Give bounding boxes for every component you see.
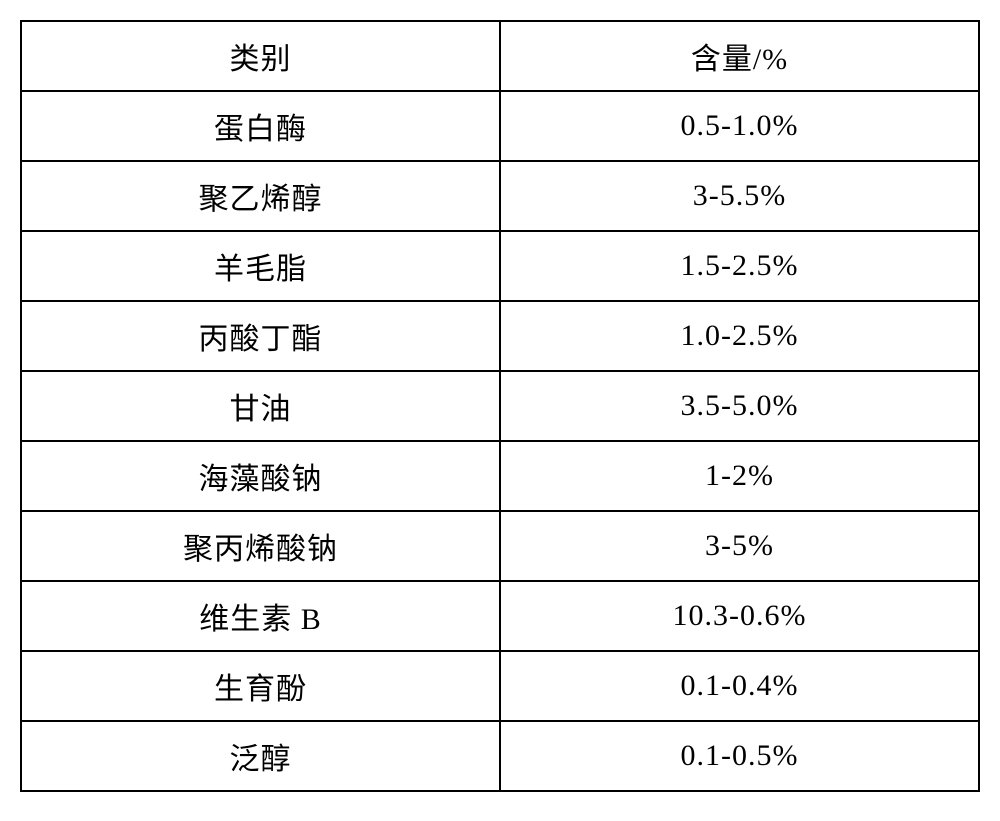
table-row: 聚乙烯醇 3-5.5% [21,161,979,231]
table-row: 海藻酸钠 1-2% [21,441,979,511]
cell-category: 泛醇 [21,721,500,791]
cell-content: 10.3-0.6% [500,581,979,651]
table-body: 蛋白酶 0.5-1.0% 聚乙烯醇 3-5.5% 羊毛脂 1.5-2.5% 丙酸… [21,91,979,791]
cell-category: 生育酚 [21,651,500,721]
table-row: 蛋白酶 0.5-1.0% [21,91,979,161]
cell-category: 聚丙烯酸钠 [21,511,500,581]
cell-category: 甘油 [21,371,500,441]
table-row: 维生素 B 10.3-0.6% [21,581,979,651]
cell-content: 1.0-2.5% [500,301,979,371]
cell-content: 0.1-0.5% [500,721,979,791]
table-header-row: 类别 含量/% [21,21,979,91]
cell-category: 丙酸丁酯 [21,301,500,371]
ingredients-table: 类别 含量/% 蛋白酶 0.5-1.0% 聚乙烯醇 3-5.5% 羊毛脂 1.5… [20,20,980,792]
cell-category: 羊毛脂 [21,231,500,301]
header-content: 含量/% [500,21,979,91]
table-row: 聚丙烯酸钠 3-5% [21,511,979,581]
table-row: 羊毛脂 1.5-2.5% [21,231,979,301]
cell-category: 蛋白酶 [21,91,500,161]
cell-content: 3-5% [500,511,979,581]
cell-content: 1-2% [500,441,979,511]
cell-content: 0.1-0.4% [500,651,979,721]
cell-category: 海藻酸钠 [21,441,500,511]
table-row: 丙酸丁酯 1.0-2.5% [21,301,979,371]
cell-category: 聚乙烯醇 [21,161,500,231]
cell-content: 1.5-2.5% [500,231,979,301]
cell-content: 3.5-5.0% [500,371,979,441]
table-row: 甘油 3.5-5.0% [21,371,979,441]
cell-category: 维生素 B [21,581,500,651]
cell-content: 3-5.5% [500,161,979,231]
ingredients-table-container: 类别 含量/% 蛋白酶 0.5-1.0% 聚乙烯醇 3-5.5% 羊毛脂 1.5… [20,20,980,792]
table-row: 生育酚 0.1-0.4% [21,651,979,721]
header-category: 类别 [21,21,500,91]
table-row: 泛醇 0.1-0.5% [21,721,979,791]
cell-content: 0.5-1.0% [500,91,979,161]
